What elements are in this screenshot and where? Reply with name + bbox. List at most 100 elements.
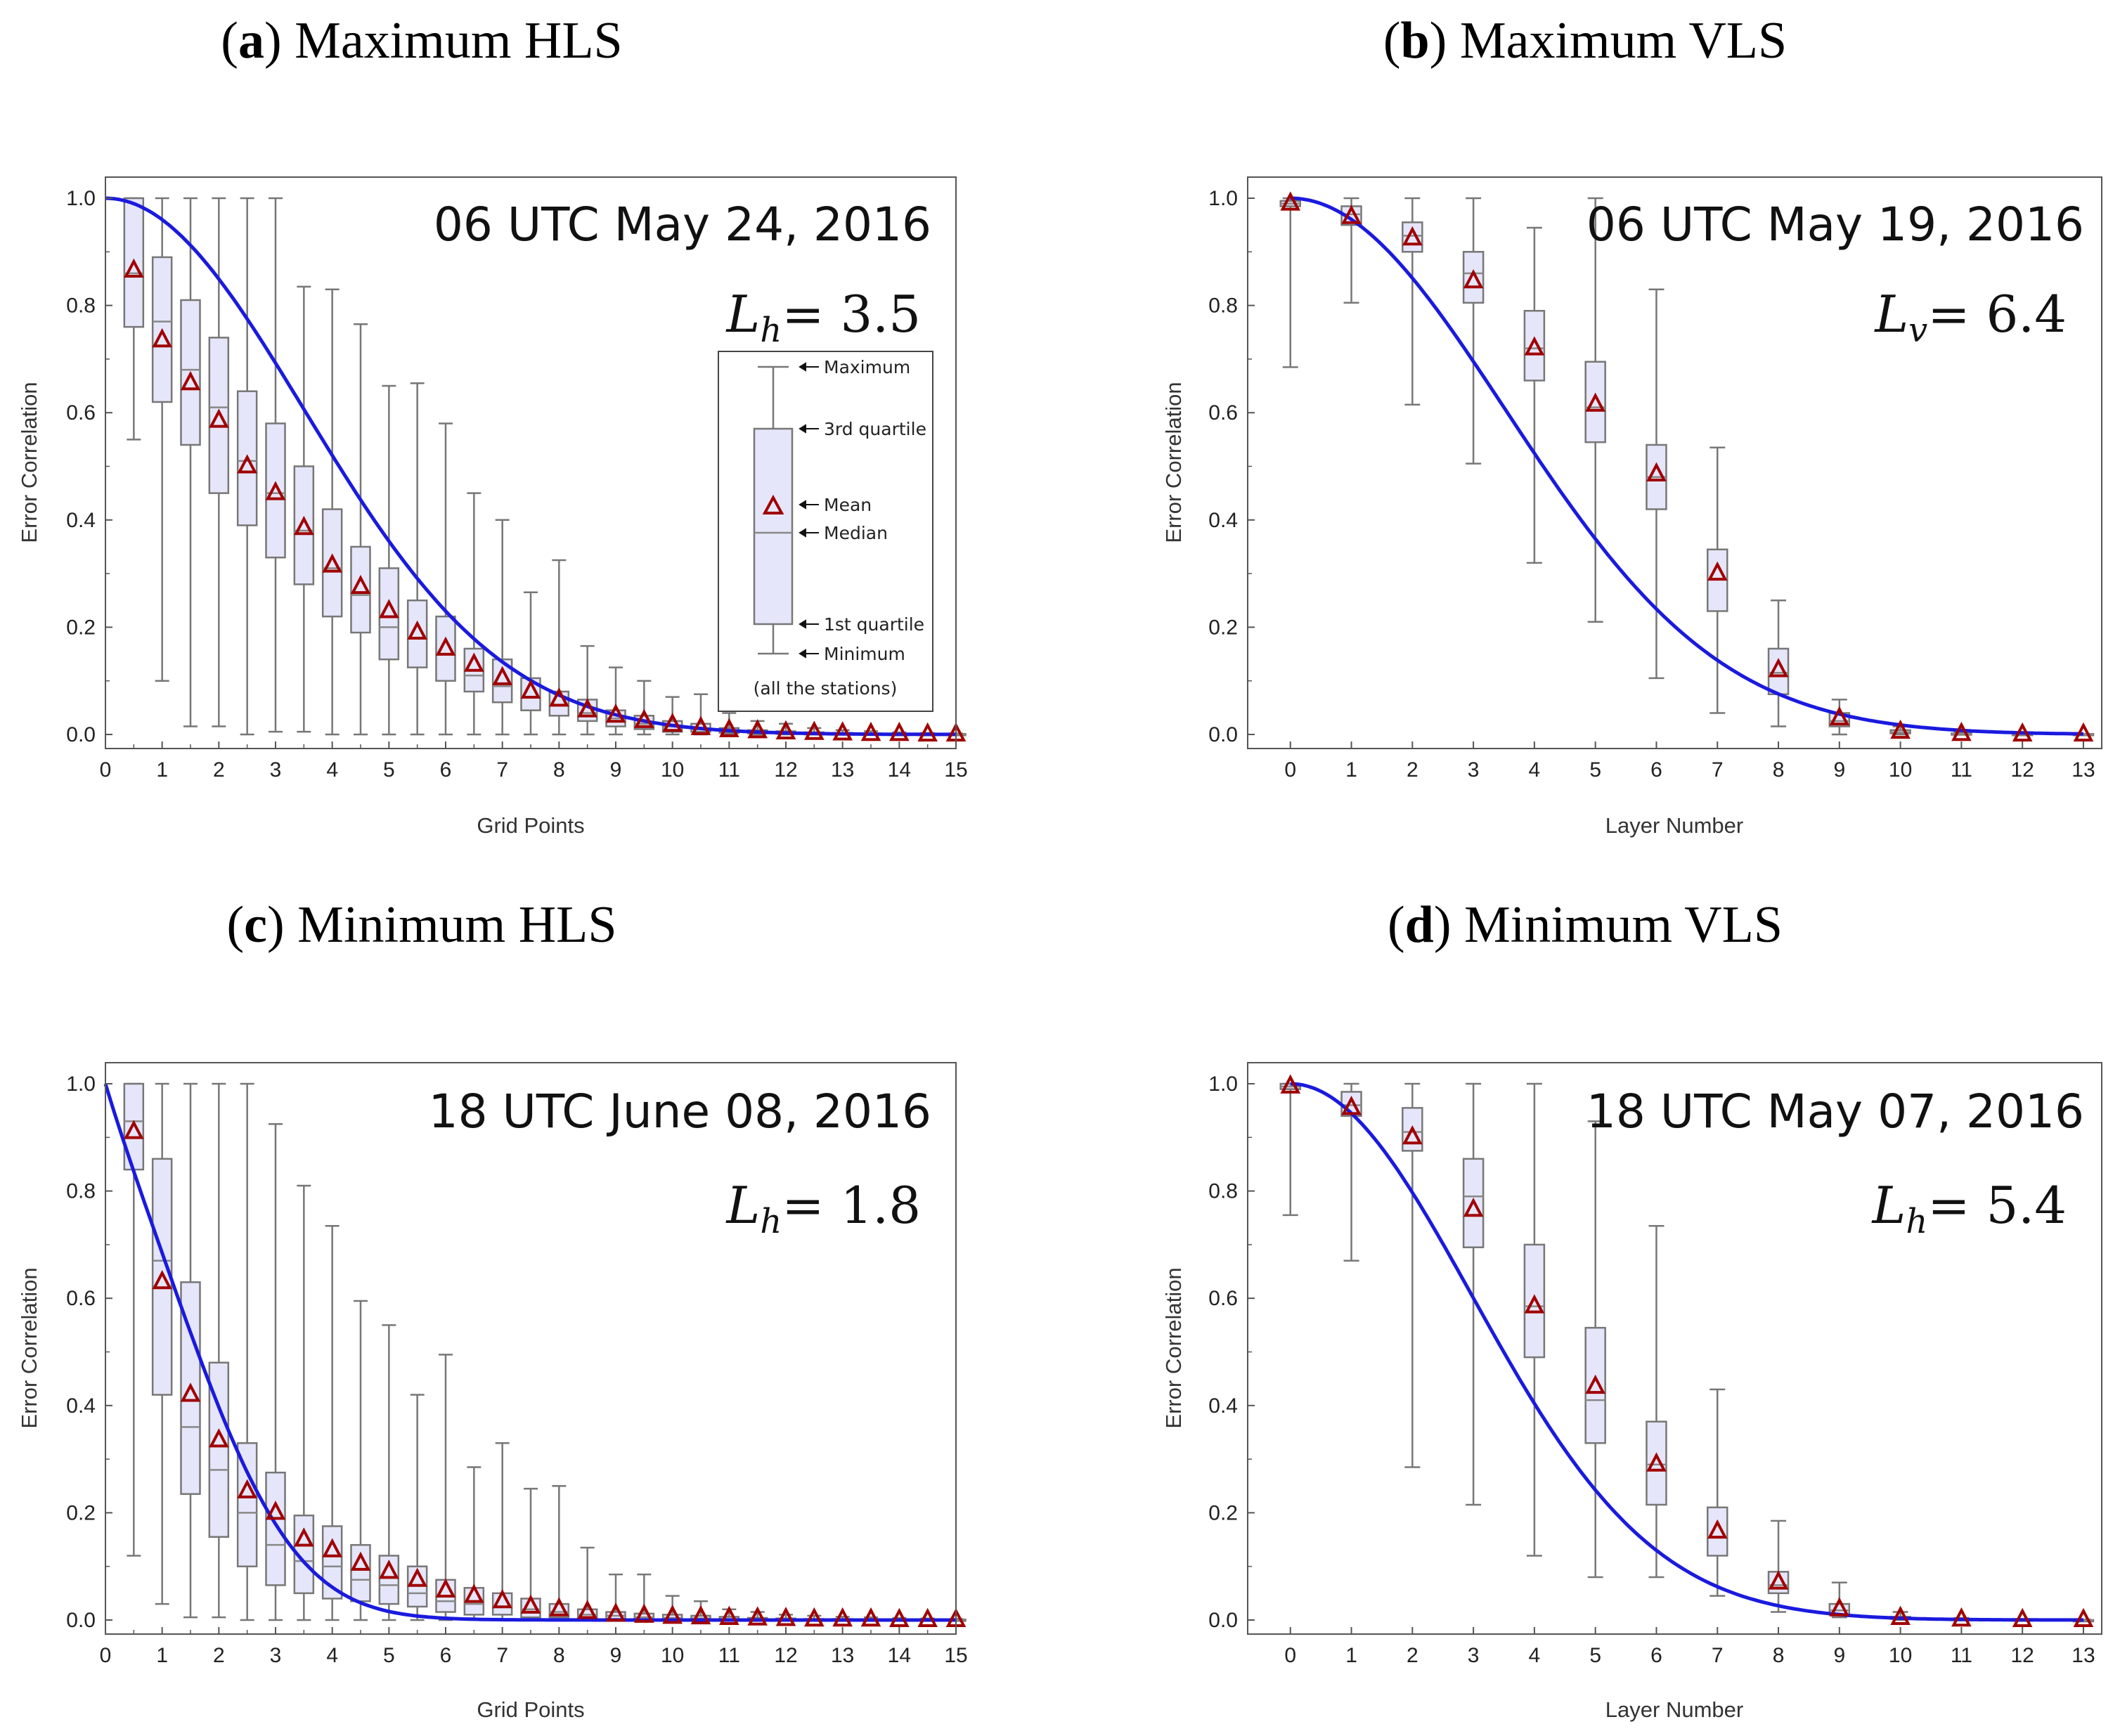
date-stamp: 06 UTC May 19, 2016 bbox=[1586, 197, 2084, 252]
iqr-box bbox=[265, 422, 286, 559]
box-plot bbox=[1279, 1082, 1301, 1217]
mean-marker bbox=[747, 1606, 768, 1626]
x-tick-label: 0 bbox=[100, 758, 112, 782]
legend-arrowhead bbox=[799, 528, 806, 538]
y-tick-label: 0.0 bbox=[1208, 723, 1238, 746]
length-scale-label: Lh= 1.8 bbox=[725, 1176, 921, 1241]
x-tick-label: 11 bbox=[718, 758, 740, 782]
x-tick-label: 3 bbox=[1468, 758, 1480, 782]
box-plot bbox=[1767, 1520, 1790, 1613]
box-plot bbox=[321, 288, 343, 736]
x-tick-label: 7 bbox=[496, 1644, 508, 1667]
mean-marker bbox=[775, 1607, 796, 1626]
y-tick-label: 0.4 bbox=[1208, 509, 1238, 532]
x-tick-label: 12 bbox=[2010, 758, 2034, 782]
box-plot bbox=[208, 1082, 230, 1619]
legend-first-quartile: 1st quartile bbox=[824, 614, 924, 635]
mean-marker bbox=[265, 481, 286, 500]
y-tick-label: 0.4 bbox=[66, 509, 96, 532]
box-plot bbox=[548, 559, 570, 736]
x-tick-label: 2 bbox=[213, 1644, 225, 1667]
mean-marker bbox=[124, 1120, 144, 1139]
mean-marker bbox=[1768, 1570, 1789, 1590]
x-tick-label: 13 bbox=[831, 758, 854, 782]
x-tick-label: 13 bbox=[2071, 758, 2095, 782]
box-plot bbox=[406, 382, 428, 736]
y-axis-label: Error Correlation bbox=[1161, 382, 1186, 543]
legend-arrowhead bbox=[799, 649, 806, 659]
mean-marker bbox=[860, 1607, 881, 1627]
y-tick-label: 0.4 bbox=[1208, 1394, 1238, 1418]
mean-marker bbox=[209, 408, 229, 428]
box-plot bbox=[1523, 1082, 1546, 1557]
mean-marker bbox=[605, 703, 626, 723]
iqr-box bbox=[1584, 361, 1606, 443]
x-tick-label: 15 bbox=[944, 758, 967, 782]
x-tick-label: 9 bbox=[1833, 1644, 1845, 1667]
date-stamp: 06 UTC May 24, 2016 bbox=[434, 197, 931, 252]
mean-marker bbox=[549, 1597, 569, 1617]
x-tick-label: 12 bbox=[2010, 1644, 2034, 1667]
iqr-box bbox=[1462, 251, 1485, 304]
box-plot bbox=[1279, 197, 1301, 368]
date-stamp: 18 UTC June 08, 2016 bbox=[429, 1084, 931, 1139]
box-plot bbox=[151, 197, 173, 682]
x-tick-label: 2 bbox=[1407, 758, 1418, 782]
box-plot bbox=[1584, 1120, 1606, 1579]
y-tick-label: 0.4 bbox=[66, 1394, 96, 1418]
x-tick-label: 11 bbox=[1951, 1644, 1972, 1667]
x-tick-label: 8 bbox=[553, 1644, 565, 1667]
mean-marker bbox=[435, 636, 456, 656]
box-plot bbox=[1646, 1224, 1667, 1579]
mean-marker bbox=[379, 599, 399, 618]
y-tick-label: 0.8 bbox=[66, 294, 96, 318]
mean-marker bbox=[860, 721, 881, 741]
x-tick-label: 8 bbox=[1773, 1644, 1785, 1667]
y-tick-label: 0.0 bbox=[66, 1609, 96, 1632]
y-axis-label: Error Correlation bbox=[17, 382, 41, 543]
mean-marker bbox=[2073, 1607, 2094, 1627]
x-tick-label: 10 bbox=[661, 758, 684, 782]
y-tick-label: 1.0 bbox=[66, 187, 96, 210]
box-plot bbox=[350, 323, 371, 736]
mean-marker bbox=[1585, 1374, 1605, 1394]
box-plot bbox=[265, 197, 286, 733]
mean-marker bbox=[1463, 268, 1484, 289]
mean-marker bbox=[832, 721, 853, 741]
box-plot bbox=[1462, 197, 1485, 465]
y-tick-label: 0.6 bbox=[1208, 401, 1238, 425]
mean-marker bbox=[775, 720, 796, 739]
x-tick-label: 12 bbox=[774, 758, 797, 782]
mean-marker bbox=[350, 574, 371, 595]
box-plot bbox=[208, 197, 230, 727]
mean-marker bbox=[1463, 1197, 1484, 1217]
mean-marker bbox=[889, 1607, 910, 1627]
mean-marker bbox=[152, 328, 172, 348]
mean-marker bbox=[832, 1607, 853, 1627]
fit-curve bbox=[1290, 196, 2084, 736]
y-tick-label: 0.6 bbox=[66, 401, 96, 425]
x-tick-label: 1 bbox=[1345, 1644, 1357, 1667]
box-plot bbox=[576, 1546, 598, 1621]
x-tick-label: 5 bbox=[1589, 1644, 1601, 1667]
panel-b-chart: 0.00.20.40.60.81.00 1 2 3 4 5 6 7 8 9 10 11 12 13 Lay… bbox=[1161, 176, 2102, 838]
mean-marker bbox=[917, 1607, 938, 1627]
mean-marker bbox=[1829, 1597, 1850, 1617]
x-tick-label: 15 bbox=[944, 1644, 967, 1667]
iqr-box bbox=[435, 615, 456, 682]
mean-marker bbox=[549, 687, 569, 707]
iqr-box bbox=[1523, 1243, 1546, 1359]
x-tick-label: 7 bbox=[1712, 758, 1724, 782]
box-plot bbox=[576, 644, 598, 736]
x-tick-label: 14 bbox=[888, 1644, 911, 1667]
x-axis-label: Grid Points bbox=[477, 813, 584, 838]
mean-marker bbox=[804, 1607, 825, 1627]
mean-marker bbox=[1524, 336, 1545, 356]
box-plot bbox=[1951, 731, 1972, 736]
x-tick-label: 10 bbox=[1889, 1644, 1912, 1667]
x-tick-label: 5 bbox=[383, 758, 395, 782]
box-plot bbox=[123, 197, 145, 441]
mean-marker bbox=[407, 620, 427, 640]
mean-marker bbox=[605, 1602, 626, 1622]
mean-marker bbox=[1646, 1452, 1667, 1472]
